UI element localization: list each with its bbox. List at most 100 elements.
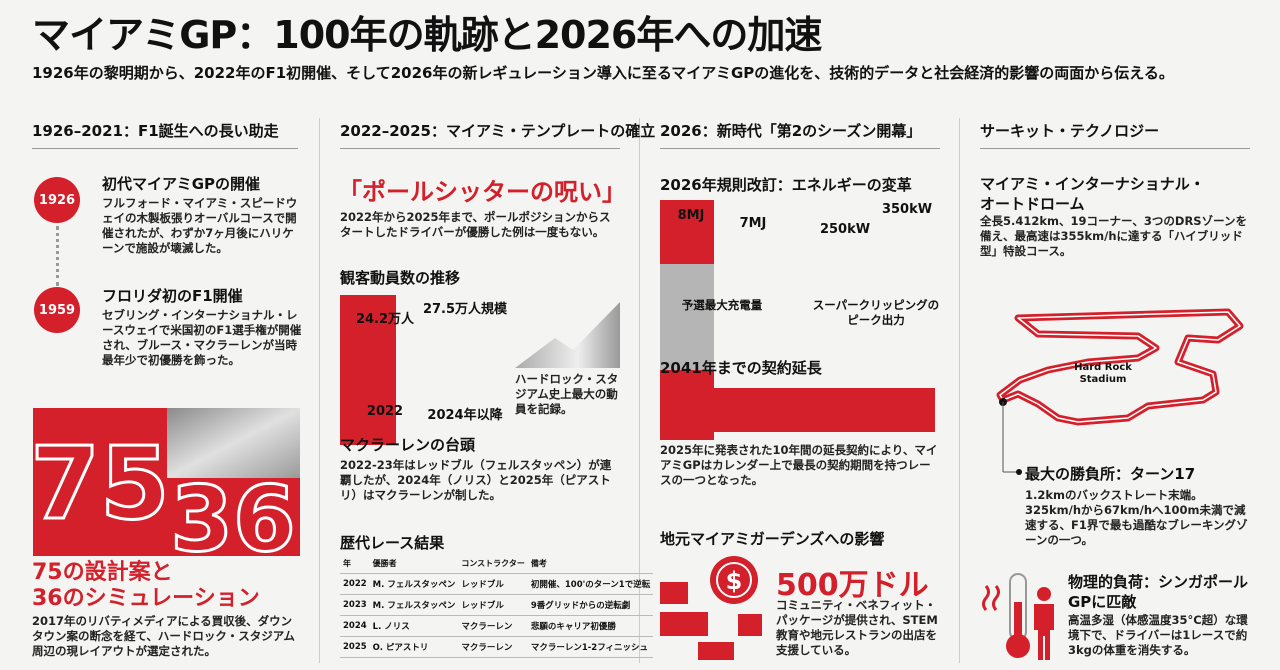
rule	[340, 148, 620, 149]
category-label: 2024年以降	[427, 408, 503, 423]
caption: 75の設計案と 36のシミュレーション	[32, 560, 260, 612]
cell: 2024	[340, 615, 370, 637]
bar-label: 27.5万人規模	[422, 302, 508, 317]
header-cell: コンストラクター	[458, 554, 528, 574]
bar-label: 350kW	[881, 202, 933, 217]
panel	[33, 408, 167, 556]
cell: レッドブル	[458, 573, 528, 595]
impact-text: コミュニティ・ベネフィット・パッケージが提供され、STEM教育や地元レストランの…	[776, 598, 938, 657]
mclaren-text: 2022-23年はレッドブル（フェルスタッペン）が連覇したが、2024年（ノリス…	[340, 458, 612, 502]
panel	[167, 478, 300, 556]
divider	[319, 118, 320, 663]
cell: O. ピアストリ	[369, 636, 459, 658]
rule	[660, 148, 940, 149]
table-header: 年優勝者 コンストラクター 備考	[340, 554, 654, 574]
event-text: フルフォード・マイアミ・スピードウェイの木製板張りオーバルコースで開催されたが、…	[102, 196, 298, 255]
curse-text: 2022年から2025年まで、ポールポジションからスタートしたドライバーが優勝し…	[340, 210, 611, 239]
bar	[660, 200, 714, 264]
year-badge: 1959	[34, 287, 80, 333]
contract-bar	[660, 388, 935, 432]
section-title: 物理的負荷：シンガポールGPに匹敵	[1068, 573, 1249, 611]
cell: 2023	[340, 594, 370, 616]
section-title: マクラーレンの台頭	[340, 436, 476, 454]
cell: L. ノリス	[369, 615, 459, 637]
bar-label: 8MJ	[677, 208, 705, 223]
load-text: 高温多湿（体感温度35°C超）な環境下で、ドライバーは1レースで約3kgの体重を…	[1068, 613, 1248, 657]
cell: マクラーレン	[458, 615, 528, 637]
rule	[980, 148, 1250, 149]
cell: 悲願のキャリア初優勝	[527, 615, 654, 637]
section-title: 2041年までの契約延長	[660, 359, 822, 377]
timeline-line	[56, 226, 59, 286]
panel	[167, 408, 300, 478]
divider	[959, 118, 960, 663]
bar-label: 7MJ	[739, 216, 767, 231]
bar	[660, 264, 714, 320]
section-title: 観客動員数の推移	[340, 269, 461, 287]
caption-line: 75の設計案と	[32, 560, 173, 585]
column-heading: 2022–2025：マイアミ・テンプレートの確立	[340, 122, 656, 140]
column-heading: サーキット・テクノロジー	[980, 122, 1160, 140]
section-title: 2026年規則改訂：エネルギーの変革	[660, 176, 912, 194]
cell: レッドブル	[458, 594, 528, 616]
circuit-map: Hard Rock Stadium	[996, 308, 1244, 475]
table-row: 2023 M. フェルスタッペン レッドブル 9番グリッドからの逆転劇	[340, 594, 654, 616]
bar	[660, 320, 714, 370]
cell: 2022	[340, 573, 370, 595]
map-label: Hard Rock Stadium	[1074, 362, 1132, 385]
section-title: 歴代レース結果	[340, 534, 445, 552]
big-numbers: 75 36	[33, 408, 300, 556]
group-label: スーパークリッピングのピーク出力	[812, 298, 940, 327]
header-cell: 年	[340, 554, 370, 574]
subtitle: 1926年の黎明期から、2022年のF1初開催、そして2026年の新レギュレーシ…	[32, 64, 1174, 82]
column-heading: 1926–2021：F1誕生への長い助走	[32, 122, 279, 140]
bar-label: 24.2万人	[355, 311, 415, 327]
big-number: 75	[33, 425, 170, 542]
rule	[32, 148, 298, 149]
bar	[340, 295, 396, 366]
impact-icon: $	[660, 556, 762, 660]
caption-line: 36のシミュレーション	[32, 586, 260, 611]
section-title: 最大の勝負所：ターン17	[1025, 465, 1196, 483]
table-row: 2024 L. ノリス マクラーレン 悲願のキャリア初優勝	[340, 615, 654, 637]
cell: M. フェルスタッペン	[369, 573, 459, 595]
header-cell: 優勝者	[369, 554, 459, 574]
event-title: 初代マイアミGPの開催	[102, 175, 261, 193]
bar-label: 250kW	[819, 222, 871, 237]
cell: 2025	[340, 636, 370, 658]
bar	[340, 365, 396, 446]
group-label: 予選最大充電量	[681, 298, 763, 312]
cell: 初開催、100'のターン1で逆転	[527, 573, 654, 595]
attendance-chart: 24.2万人 2022 27.5万人規模 2024年以降	[340, 295, 510, 446]
results-table: 年優勝者 コンストラクター 備考 2022 M. フェルスタッペン レッドブル 初開催、10…	[340, 554, 654, 658]
cell: M. フェルスタッペン	[369, 594, 459, 616]
year-badge: 1926	[34, 177, 80, 223]
title: マイアミGP：100年の軌跡と2026年への加速	[32, 13, 822, 57]
energy-chart: 8MJ 7MJ 予選最大充電量 250kW 350kW スーパークリッピングのピーク出力	[660, 200, 940, 440]
table-row: 2025 O. ピアストリ マクラーレン マクラーレン1-2フィニッシュ	[340, 636, 654, 658]
cell: マクラーレン	[458, 636, 528, 658]
section-title: 地元マイアミガーデンズへの影響	[660, 530, 885, 548]
impact-amount: 500万ドル	[776, 568, 929, 603]
divider	[639, 118, 640, 663]
table-row: 2022 M. フェルスタッペン レッドブル 初開催、100'のターン1で逆転	[340, 573, 654, 595]
header-cell: 備考	[527, 554, 654, 574]
cell: マクラーレン1-2フィニッシュ	[527, 636, 654, 658]
attendance-note: ハードロック・スタジアム史上最大の動員を記録。	[515, 372, 619, 416]
mountain-graphic	[515, 302, 620, 368]
caption-text: 2017年のリバティメディアによる買収後、ダウンタウン案の断念を経て、ハードロッ…	[32, 614, 295, 658]
cell: 9番グリッドからの逆転劇	[527, 594, 654, 616]
heat-icon	[982, 573, 1054, 660]
circuit-text: 全長5.412km、19コーナー、3つのDRSゾーンを備え、最高速は355km/…	[980, 214, 1248, 258]
turn17-text: 1.2kmのバックストレート末端。325km/hから67km/hへ100m未満で…	[1025, 488, 1248, 547]
section-title: マイアミ・インターナショナル・オートドローム	[980, 175, 1205, 213]
contract-text: 2025年に発表された10年間の延長契約により、マイアミGPはカレンダー上で最長…	[660, 443, 938, 487]
column-heading: 2026：新時代「第2のシーズン開幕」	[660, 122, 922, 140]
curse-title: 「ポールシッターの呪い」	[338, 178, 626, 206]
big-number: 36	[170, 467, 295, 556]
category-label: 2022	[366, 404, 404, 419]
event-text: セブリング・インターナショナル・レースウェイで米国初のF1選手権が開催され、ブル…	[102, 308, 302, 367]
icon-symbol: $	[726, 567, 743, 595]
event-title: フロリダ初のF1開催	[102, 287, 243, 305]
